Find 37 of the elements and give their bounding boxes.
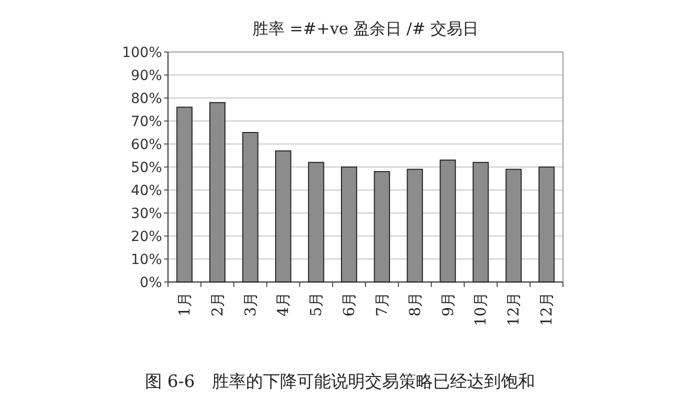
x-tick-label: 9月 — [438, 292, 457, 317]
x-tick-label: 4月 — [274, 292, 292, 317]
y-tick-label: 30% — [130, 206, 162, 222]
caption: 图 6-6 胜率的下降可能说明交易策略已经达到饱和 — [145, 372, 535, 392]
bar — [374, 171, 390, 282]
y-tick-label: 0% — [140, 275, 162, 291]
y-tick-label: 100% — [122, 45, 162, 61]
bar — [275, 150, 292, 282]
y-tick-label: 70% — [130, 114, 162, 130]
x-tick-label: 8月 — [406, 292, 424, 317]
bar — [176, 106, 193, 282]
y-tick-label: 40% — [130, 183, 162, 199]
bar — [308, 162, 324, 282]
x-tick-label: 12月 — [538, 292, 556, 326]
x-tick-label: 1月 — [175, 292, 194, 317]
x-tick-label: 3月 — [241, 292, 260, 317]
bar — [538, 166, 555, 282]
bar — [440, 160, 456, 282]
x-tick-label: 6月 — [340, 292, 358, 317]
x-tick-label: 5月 — [307, 292, 326, 317]
bar — [340, 166, 358, 282]
bar — [242, 132, 258, 282]
x-tick-label: 10月 — [472, 292, 490, 326]
y-tick-label: 90% — [130, 68, 162, 84]
bar — [209, 102, 226, 282]
y-tick-label: 20% — [130, 229, 162, 245]
x-tick-label: 7月 — [372, 292, 391, 317]
x-tick-label: 2月 — [208, 292, 226, 317]
bar — [472, 162, 489, 282]
y-tick-label: 80% — [130, 91, 162, 107]
y-tick-label: 10% — [130, 252, 162, 268]
bar — [506, 168, 522, 282]
x-tick-label: 12月 — [504, 292, 523, 326]
y-tick-label: 50% — [130, 160, 162, 176]
y-tick-label: 60% — [130, 137, 162, 153]
bar — [406, 168, 423, 282]
chart-title: 胜率 =#+ve 盈余日 /# 交易日 — [252, 19, 478, 38]
